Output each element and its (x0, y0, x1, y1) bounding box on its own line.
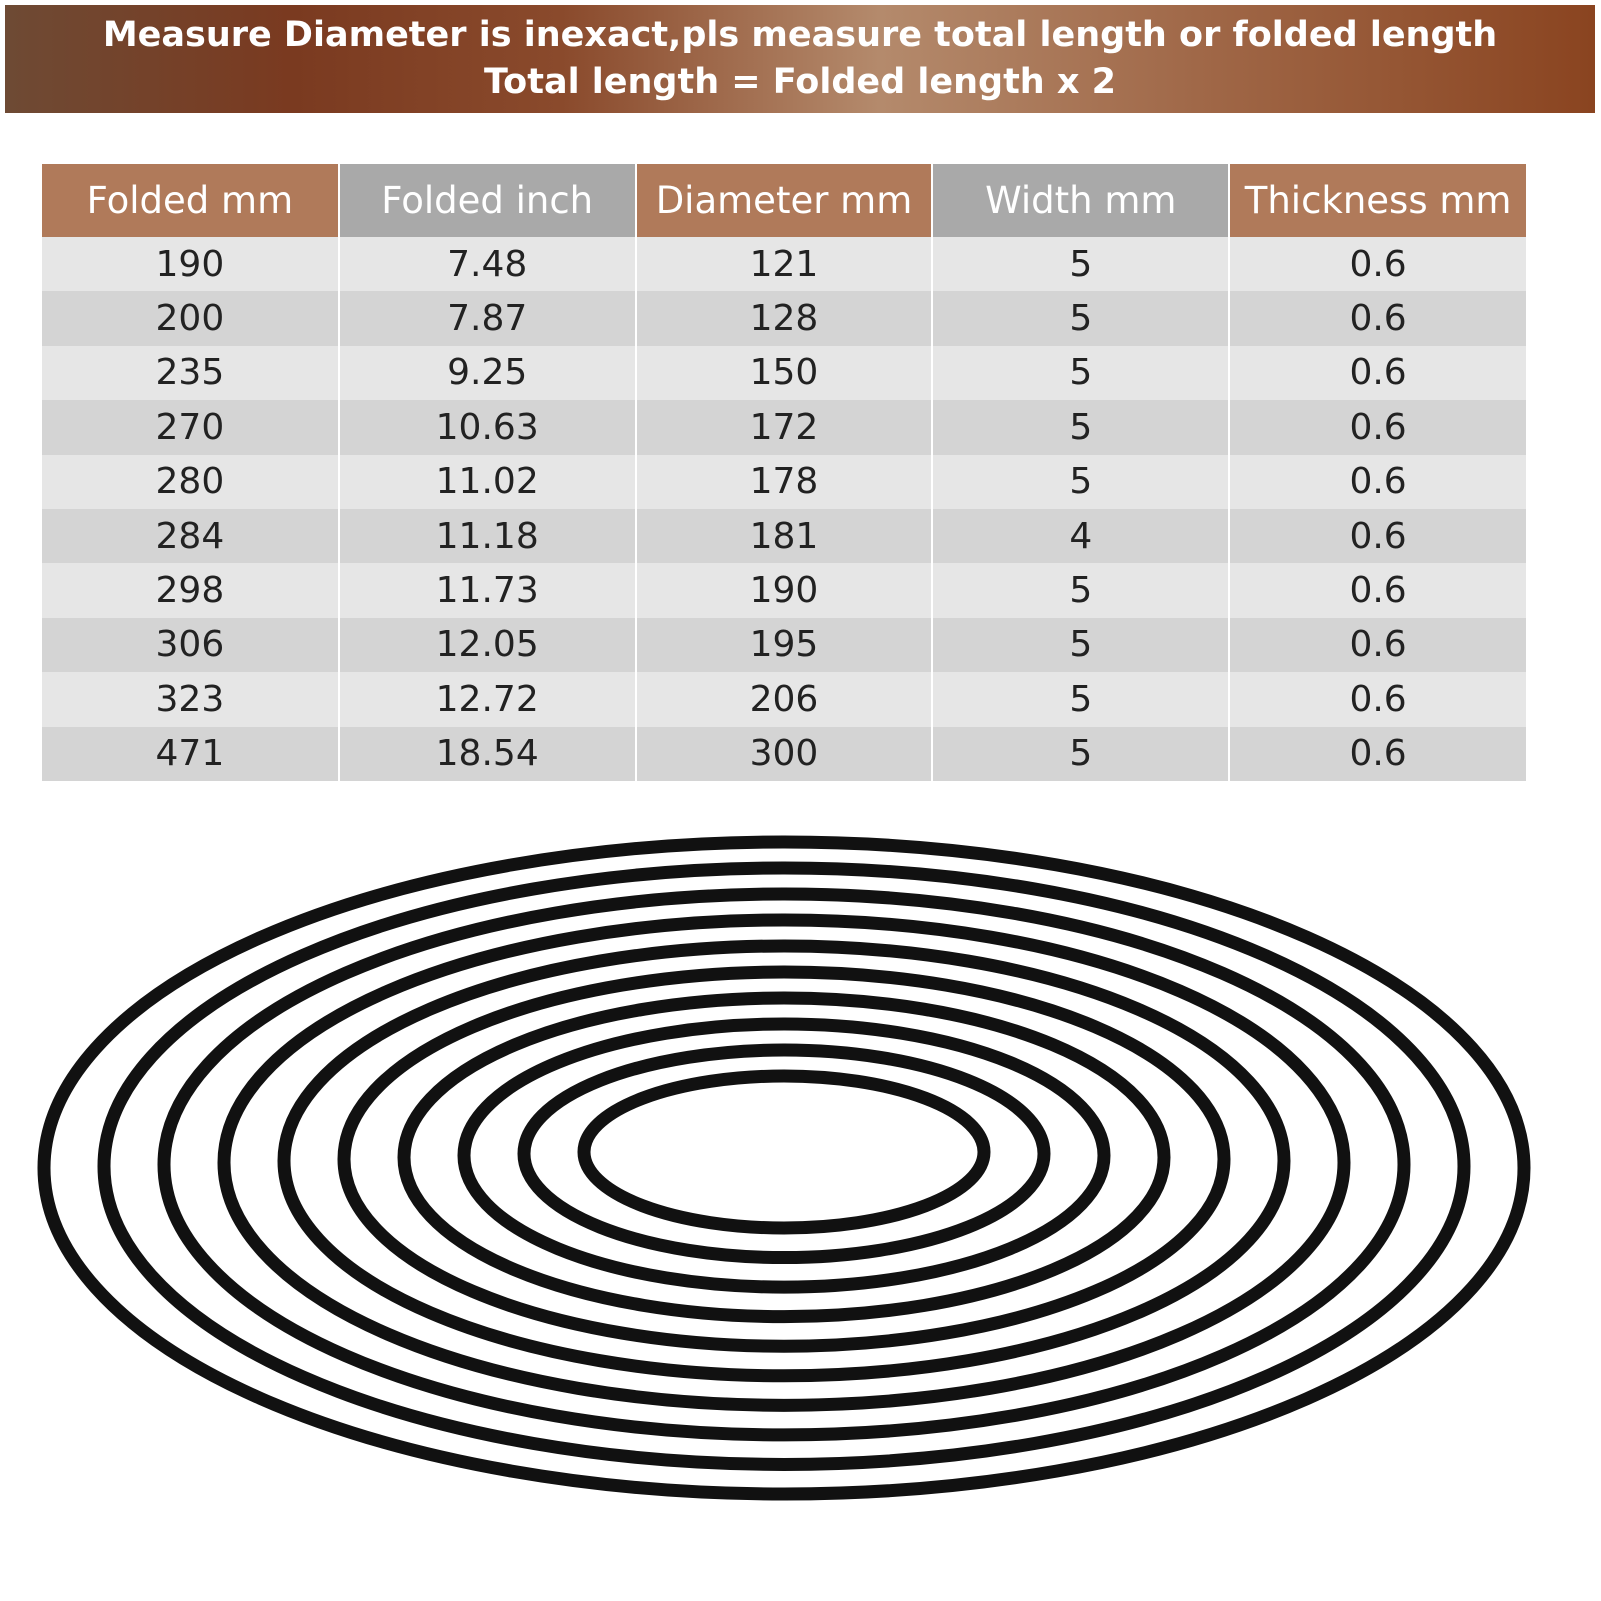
table-cell: 0.6 (1229, 672, 1526, 727)
table-cell: 195 (635, 617, 934, 673)
banner-line: Total length = Folded length x 2 (483, 62, 1117, 102)
table-cell: 18.54 (338, 726, 637, 781)
column-header: Folded inch (338, 164, 637, 237)
table-cell: 10.63 (338, 400, 637, 455)
table-row: 235 9.25 150 5 0.6 (42, 345, 1526, 401)
table-cell: 4 (932, 508, 1231, 564)
table-cell: 0.6 (1229, 400, 1526, 455)
table-cell: 306 (42, 617, 340, 673)
table-cell: 200 (42, 291, 340, 346)
ring (277, 939, 1291, 1383)
table-row: 270 10.63 172 5 0.6 (42, 400, 1526, 455)
column-header: Thickness mm (1229, 164, 1526, 237)
table-cell: 121 (635, 237, 934, 292)
table-cell: 235 (42, 345, 340, 401)
table-cell: 280 (42, 454, 340, 509)
table-row: 190 7.48 121 5 0.6 (42, 237, 1526, 292)
table-cell: 5 (932, 400, 1231, 455)
table-cell: 181 (635, 508, 934, 564)
table-cell: 172 (635, 400, 934, 455)
ring (517, 1043, 1051, 1265)
table-cell: 178 (635, 454, 934, 509)
table-cell: 190 (42, 237, 340, 292)
table-cell: 300 (635, 726, 934, 781)
table-cell: 5 (932, 237, 1231, 292)
table-cell: 7.87 (338, 291, 637, 346)
size-table: Folded mm Folded inch Diameter mm Width mm T… (42, 164, 1526, 781)
banner: Measure Diameter is inexact,pls measure … (5, 5, 1595, 113)
table-cell: 5 (932, 672, 1231, 727)
table-cell: 0.6 (1229, 617, 1526, 673)
table-cell: 284 (42, 508, 340, 564)
table-cell: 0.6 (1229, 726, 1526, 781)
table-cell: 5 (932, 563, 1231, 618)
table-cell: 9.25 (338, 345, 637, 401)
table-cell: 0.6 (1229, 291, 1526, 346)
table-cell: 11.02 (338, 454, 637, 509)
table-cell: 206 (635, 672, 934, 727)
table-cell: 270 (42, 400, 340, 455)
table-row: 323 12.72 206 5 0.6 (42, 672, 1526, 727)
table-cell: 0.6 (1229, 563, 1526, 618)
table-cell: 471 (42, 726, 340, 781)
ring (337, 965, 1231, 1353)
ring (157, 887, 1411, 1442)
table-cell: 323 (42, 672, 340, 727)
rings-illustration (37, 835, 1531, 1501)
table-cell: 0.6 (1229, 345, 1526, 401)
ring (37, 835, 1531, 1501)
table-cell: 298 (42, 563, 340, 618)
column-header: Diameter mm (635, 164, 934, 237)
table-row: 280 11.02 178 5 0.6 (42, 454, 1526, 509)
table-row: 284 11.18 181 4 0.6 (42, 508, 1526, 564)
table-cell: 5 (932, 454, 1231, 509)
table-cell: 12.05 (338, 617, 637, 673)
column-header: Folded mm (42, 164, 340, 237)
table-cell: 0.6 (1229, 508, 1526, 564)
table-cell: 5 (932, 726, 1231, 781)
table-row: 306 12.05 195 5 0.6 (42, 617, 1526, 673)
ring (397, 991, 1171, 1324)
ring (217, 913, 1351, 1412)
table-cell: 0.6 (1229, 237, 1526, 292)
table-cell: 5 (932, 345, 1231, 401)
table-cell: 12.72 (338, 672, 637, 727)
table-body: 190 7.48 121 5 0.6 200 7.87 128 5 0.6 235 9.25 150 5 0… (42, 237, 1526, 781)
table-cell: 190 (635, 563, 934, 618)
ring (577, 1069, 991, 1235)
header-row: Folded mm Folded inch Diameter mm Width mm T… (42, 164, 1526, 237)
table-row: 298 11.73 190 5 0.6 (42, 563, 1526, 618)
table-cell: 7.48 (338, 237, 637, 292)
banner-line: Measure Diameter is inexact,pls measure … (102, 15, 1498, 55)
ring (97, 861, 1471, 1471)
table-cell: 0.6 (1229, 454, 1526, 509)
table-cell: 128 (635, 291, 934, 346)
ring (457, 1017, 1111, 1294)
table-cell: 11.73 (338, 563, 637, 618)
table-cell: 150 (635, 345, 934, 401)
table-row: 471 18.54 300 5 0.6 (42, 726, 1526, 781)
table-row: 200 7.87 128 5 0.6 (42, 291, 1526, 346)
table-cell: 5 (932, 291, 1231, 346)
table-cell: 5 (932, 617, 1231, 673)
table-cell: 11.18 (338, 508, 637, 564)
column-header: Width mm (932, 164, 1231, 237)
